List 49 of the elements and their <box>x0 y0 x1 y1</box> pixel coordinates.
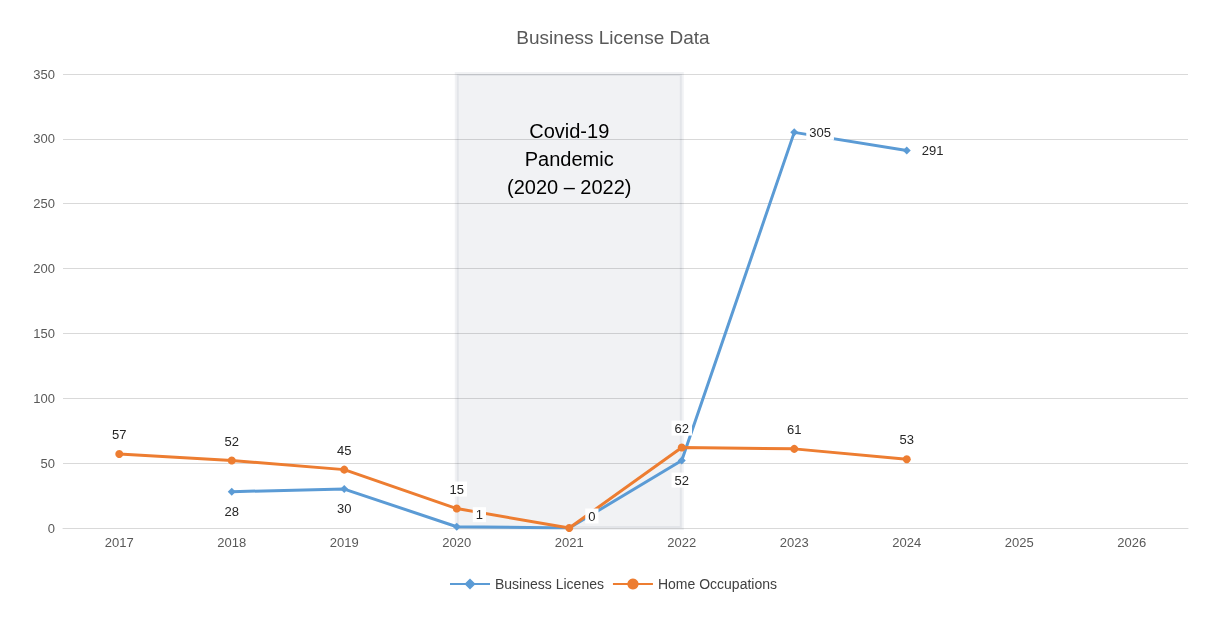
data-label: 291 <box>921 143 944 159</box>
point <box>227 456 236 465</box>
data-label: 61 <box>787 421 802 437</box>
x-tick-label: 2026 <box>1117 535 1147 550</box>
y-tick-label: 300 <box>33 131 55 147</box>
point <box>902 146 911 155</box>
point <box>677 443 686 452</box>
data-label: 53 <box>899 432 914 448</box>
y-tick-label: 50 <box>40 455 55 471</box>
y-tick-label: 200 <box>33 261 55 277</box>
x-tick-label: 2023 <box>779 535 809 550</box>
chart-title: Business License Data <box>516 27 711 48</box>
point <box>452 504 461 513</box>
point <box>452 522 461 531</box>
data-label: 30 <box>337 501 352 517</box>
legend-label: Business Licenes <box>495 576 604 592</box>
data-label: 62 <box>674 420 689 436</box>
x-tick-label: 2017 <box>104 535 134 550</box>
y-tick-label: 350 <box>33 66 55 82</box>
data-label: 0 <box>588 508 596 524</box>
x-tick-label: 2022 <box>667 535 697 550</box>
band-label: Covid-19 Pandemic (2020 – 2022) <box>506 120 632 198</box>
legend-label: Home Occupations <box>657 576 778 592</box>
y-tick-label: 0 <box>47 520 55 536</box>
x-tick-label: 2025 <box>1004 535 1034 550</box>
x-tick-label: 2019 <box>329 535 359 550</box>
data-label: 1 <box>475 507 483 523</box>
y-tick-label: 250 <box>33 196 55 212</box>
data-label: 305 <box>809 124 831 140</box>
point <box>902 455 911 464</box>
point <box>115 450 124 459</box>
x-tick-label: 2020 <box>442 535 472 550</box>
y-tick-label: 150 <box>33 325 55 341</box>
data-label: 15 <box>449 481 464 497</box>
data-label: 28 <box>224 503 239 519</box>
point <box>340 465 349 474</box>
data-label: 57 <box>112 427 127 443</box>
x-tick-label: 2024 <box>892 535 922 550</box>
data-label: 52 <box>224 433 239 449</box>
point <box>227 487 236 496</box>
data-label: 45 <box>337 442 352 458</box>
point <box>340 485 349 494</box>
x-tick-label: 2018 <box>217 535 247 550</box>
point <box>677 456 686 465</box>
point <box>790 128 799 137</box>
point <box>790 444 799 453</box>
y-tick-label: 100 <box>33 390 55 406</box>
x-tick-label: 2021 <box>554 535 584 550</box>
data-label: 52 <box>674 472 689 488</box>
